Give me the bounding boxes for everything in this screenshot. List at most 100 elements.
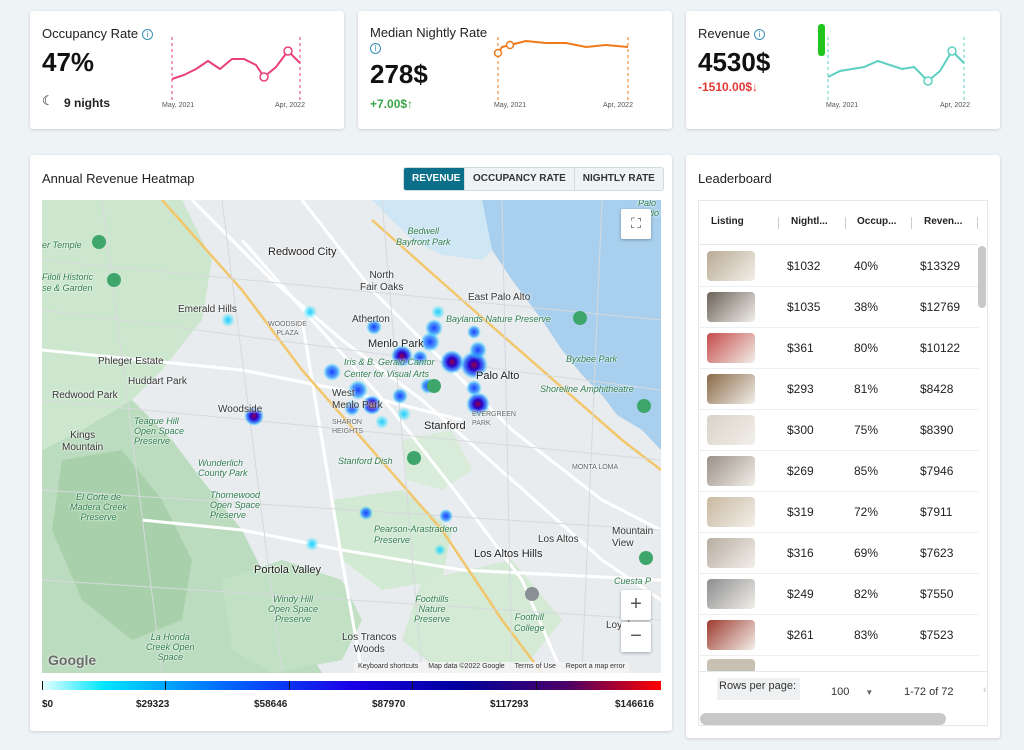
leaderboard-title: Leaderboard bbox=[698, 171, 772, 186]
terms-link[interactable]: Terms of Use bbox=[514, 663, 556, 670]
occupancy-value: 47% bbox=[42, 47, 95, 77]
zoom-in-button[interactable]: + bbox=[621, 590, 651, 620]
cell-occupancy: 81% bbox=[854, 382, 879, 396]
axis-end-label: Apr, 2022 bbox=[603, 102, 633, 109]
legend-label: $87970 bbox=[372, 699, 406, 710]
table-row[interactable]: $261 83% $7523 bbox=[699, 615, 979, 656]
map-label: er Temple bbox=[42, 240, 82, 250]
map-label: West Menlo Park bbox=[332, 388, 383, 411]
moon-icon: ☾ bbox=[42, 94, 54, 109]
horizontal-scrollbar[interactable] bbox=[700, 713, 946, 725]
occupancy-title: Occupancy Rate i bbox=[42, 26, 154, 41]
info-icon[interactable]: i bbox=[142, 29, 154, 40]
table-row[interactable]: $361 80% $10122 bbox=[699, 328, 979, 369]
legend-label: $29323 bbox=[136, 699, 170, 710]
map-label: SHARON HEIGHTS bbox=[332, 419, 364, 435]
cell-nightly: $293 bbox=[787, 382, 814, 396]
rows-per-page-select[interactable]: 100 ▼ bbox=[831, 686, 874, 698]
metric-toggle: REVENUE OCCUPANCY RATE NIGHTLY RATE bbox=[403, 167, 664, 191]
table-row[interactable]: $316 69% $7623 bbox=[699, 533, 979, 574]
status-indicator bbox=[818, 24, 825, 56]
cell-occupancy: 72% bbox=[854, 505, 879, 519]
legend-label: $58646 bbox=[254, 699, 288, 710]
nightly-value: 278$ bbox=[370, 59, 428, 89]
tab-nightly-rate[interactable]: NIGHTLY RATE bbox=[573, 168, 663, 190]
cell-nightly: $249 bbox=[787, 587, 814, 601]
occupancy-sparkline bbox=[171, 37, 301, 101]
report-link[interactable]: Report a map error bbox=[565, 663, 625, 670]
legend-tick bbox=[536, 681, 537, 690]
map-label: Thornewood Open Space Preserve bbox=[210, 490, 261, 520]
table-row[interactable] bbox=[699, 655, 979, 673]
map-label: Atherton bbox=[352, 314, 390, 325]
cell-occupancy: 82% bbox=[854, 587, 879, 601]
nightly-card: Median Nightly Rate i 278$ +7.00$↑ May, … bbox=[358, 11, 672, 129]
map-label: Foothill College bbox=[514, 612, 545, 633]
heatmap-map[interactable]: er Temple Filoli Historic se & Garden Re… bbox=[42, 200, 661, 673]
table-row[interactable]: $300 75% $8390 bbox=[699, 410, 979, 451]
table-header: Listing Nightl... Occup... Reven... bbox=[699, 201, 979, 245]
cell-occupancy: 69% bbox=[854, 546, 879, 560]
prev-page-button[interactable]: ‹ bbox=[983, 684, 987, 696]
revenue-delta: -1510.00$↓ bbox=[698, 80, 759, 94]
table-row[interactable]: $269 85% $7946 bbox=[699, 451, 979, 492]
map-label: Byxbee Park bbox=[566, 354, 618, 364]
info-icon[interactable]: i bbox=[754, 29, 766, 40]
table-row[interactable]: $1035 38% $12769 bbox=[699, 287, 979, 328]
listing-thumbnail bbox=[707, 251, 755, 281]
cell-occupancy: 80% bbox=[854, 341, 879, 355]
zoom-out-button[interactable]: − bbox=[621, 622, 651, 652]
map-label: Redwood Park bbox=[52, 390, 118, 401]
keyboard-shortcuts-link[interactable]: Keyboard shortcuts bbox=[358, 663, 419, 670]
cell-occupancy: 83% bbox=[854, 628, 879, 642]
cell-nightly: $1032 bbox=[787, 259, 821, 273]
column-occupancy[interactable]: Occup... bbox=[857, 216, 897, 227]
cell-nightly: $269 bbox=[787, 464, 814, 478]
column-revenue[interactable]: Reven... bbox=[924, 216, 963, 227]
map-label: Baylands Nature Preserve bbox=[446, 314, 552, 324]
fullscreen-button[interactable]: ⛶ bbox=[621, 209, 651, 239]
listing-thumbnail bbox=[707, 579, 755, 609]
info-icon[interactable]: i bbox=[370, 43, 381, 54]
listing-thumbnail bbox=[707, 538, 755, 568]
map-label: Iris & B. Gerald Cantor Center for Visua… bbox=[344, 357, 435, 379]
map-canvas bbox=[42, 200, 661, 673]
legend-label: $0 bbox=[42, 699, 54, 710]
cell-nightly: $316 bbox=[787, 546, 814, 560]
map-label: Mountain View bbox=[612, 526, 654, 549]
axis-start-label: May, 2021 bbox=[826, 102, 859, 109]
legend-tick bbox=[412, 681, 413, 690]
cell-nightly: $361 bbox=[787, 341, 814, 355]
table-row[interactable]: $249 82% $7550 bbox=[699, 574, 979, 615]
tab-occupancy-rate[interactable]: OCCUPANCY RATE bbox=[464, 168, 574, 190]
map-label: Pearson-Arastradero Preserve bbox=[374, 524, 458, 545]
map-label: Stanford bbox=[424, 420, 466, 432]
listing-thumbnail bbox=[707, 333, 755, 363]
google-logo: Google bbox=[48, 652, 97, 668]
map-label: Loyola bbox=[606, 620, 635, 631]
cell-revenue: $8428 bbox=[920, 382, 954, 396]
table-row[interactable]: $1032 40% $13329 bbox=[699, 246, 979, 287]
axis-end-label: Apr, 2022 bbox=[940, 102, 970, 109]
column-listing[interactable]: Listing bbox=[711, 216, 744, 227]
column-nightly[interactable]: Nightl... bbox=[791, 216, 828, 227]
map-label: Wunderlich County Park bbox=[198, 458, 248, 478]
table-row[interactable]: $293 81% $8428 bbox=[699, 369, 979, 410]
map-label: Kings Mountain bbox=[62, 430, 104, 453]
tab-revenue[interactable]: REVENUE bbox=[404, 168, 464, 190]
listing-thumbnail bbox=[707, 456, 755, 486]
table-row[interactable]: $319 72% $7911 bbox=[699, 492, 979, 533]
cell-revenue: $10122 bbox=[920, 341, 961, 355]
cell-revenue: $7946 bbox=[920, 464, 954, 478]
cell-revenue: $12769 bbox=[920, 300, 961, 314]
cell-occupancy: 75% bbox=[854, 423, 879, 437]
cell-revenue: $7623 bbox=[920, 546, 954, 560]
rows-per-page-label: Rows per page: bbox=[717, 678, 801, 700]
vertical-scrollbar[interactable] bbox=[978, 246, 986, 308]
map-label: Windy Hill Open Space Preserve bbox=[268, 594, 319, 624]
map-label: El Corte de Madera Creek Preserve bbox=[70, 492, 128, 522]
listing-thumbnail bbox=[707, 415, 755, 445]
map-label: Los Altos Hills bbox=[474, 548, 543, 560]
map-label: North Fair Oaks bbox=[360, 270, 404, 293]
listing-thumbnail bbox=[707, 659, 755, 673]
